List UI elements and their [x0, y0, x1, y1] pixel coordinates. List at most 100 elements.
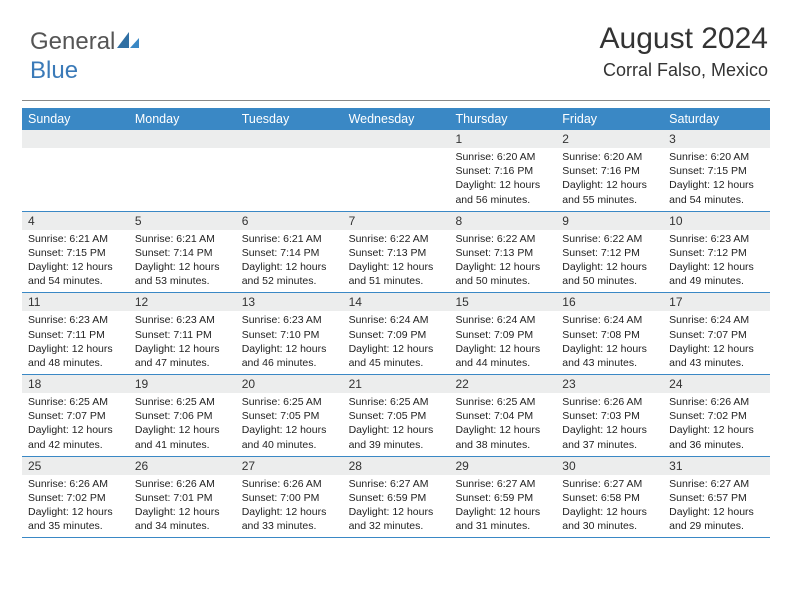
calendar-week: 18192021222324Sunrise: 6:25 AMSunset: 7:… [22, 375, 770, 457]
day-number [343, 130, 450, 148]
header-rule [22, 100, 770, 101]
daynum-row: 123 [22, 130, 770, 148]
sunrise-text: Sunrise: 6:24 AM [455, 313, 550, 327]
calendar-week: 11121314151617Sunrise: 6:23 AMSunset: 7:… [22, 293, 770, 375]
sunrise-text: Sunrise: 6:24 AM [562, 313, 657, 327]
day-cell: Sunrise: 6:27 AMSunset: 6:59 PMDaylight:… [343, 475, 450, 538]
logo-sail-icon [117, 29, 139, 57]
sunset-text: Sunset: 7:01 PM [135, 491, 230, 505]
sunrise-text: Sunrise: 6:25 AM [455, 395, 550, 409]
day-cell: Sunrise: 6:23 AMSunset: 7:10 PMDaylight:… [236, 311, 343, 374]
sunrise-text: Sunrise: 6:23 AM [669, 232, 764, 246]
sunrise-text: Sunrise: 6:25 AM [135, 395, 230, 409]
day-cell: Sunrise: 6:26 AMSunset: 7:02 PMDaylight:… [22, 475, 129, 538]
day-number [22, 130, 129, 148]
daylight-text: Daylight: 12 hours and 36 minutes. [669, 423, 764, 451]
daylight-text: Daylight: 12 hours and 46 minutes. [242, 342, 337, 370]
sunrise-text: Sunrise: 6:27 AM [669, 477, 764, 491]
page-header: August 2024 Corral Falso, Mexico [600, 22, 768, 81]
sunset-text: Sunset: 7:13 PM [349, 246, 444, 260]
sunset-text: Sunset: 7:14 PM [135, 246, 230, 260]
daylight-text: Daylight: 12 hours and 37 minutes. [562, 423, 657, 451]
weekday-header: Thursday [449, 108, 556, 130]
daylight-text: Daylight: 12 hours and 56 minutes. [455, 178, 550, 206]
sunrise-text: Sunrise: 6:22 AM [562, 232, 657, 246]
daylight-text: Daylight: 12 hours and 50 minutes. [455, 260, 550, 288]
daylight-text: Daylight: 12 hours and 39 minutes. [349, 423, 444, 451]
day-cell: Sunrise: 6:22 AMSunset: 7:13 PMDaylight:… [343, 230, 450, 293]
day-cell [129, 148, 236, 211]
sunrise-text: Sunrise: 6:27 AM [455, 477, 550, 491]
day-content-row: Sunrise: 6:25 AMSunset: 7:07 PMDaylight:… [22, 393, 770, 456]
daylight-text: Daylight: 12 hours and 30 minutes. [562, 505, 657, 533]
day-cell: Sunrise: 6:23 AMSunset: 7:11 PMDaylight:… [129, 311, 236, 374]
daynum-row: 11121314151617 [22, 293, 770, 311]
sunset-text: Sunset: 7:13 PM [455, 246, 550, 260]
day-cell: Sunrise: 6:20 AMSunset: 7:16 PMDaylight:… [556, 148, 663, 211]
day-number: 10 [663, 212, 770, 230]
day-cell: Sunrise: 6:21 AMSunset: 7:14 PMDaylight:… [129, 230, 236, 293]
day-content-row: Sunrise: 6:23 AMSunset: 7:11 PMDaylight:… [22, 311, 770, 374]
sunrise-text: Sunrise: 6:20 AM [455, 150, 550, 164]
sunrise-text: Sunrise: 6:20 AM [562, 150, 657, 164]
day-number: 19 [129, 375, 236, 393]
calendar-week: 45678910Sunrise: 6:21 AMSunset: 7:15 PMD… [22, 212, 770, 294]
sunrise-text: Sunrise: 6:20 AM [669, 150, 764, 164]
day-cell [236, 148, 343, 211]
day-number: 12 [129, 293, 236, 311]
sunset-text: Sunset: 6:58 PM [562, 491, 657, 505]
day-content-row: Sunrise: 6:26 AMSunset: 7:02 PMDaylight:… [22, 475, 770, 538]
day-number: 21 [343, 375, 450, 393]
daylight-text: Daylight: 12 hours and 29 minutes. [669, 505, 764, 533]
day-number: 24 [663, 375, 770, 393]
sunset-text: Sunset: 7:12 PM [562, 246, 657, 260]
daylight-text: Daylight: 12 hours and 44 minutes. [455, 342, 550, 370]
sunrise-text: Sunrise: 6:22 AM [455, 232, 550, 246]
day-cell: Sunrise: 6:25 AMSunset: 7:07 PMDaylight:… [22, 393, 129, 456]
day-cell: Sunrise: 6:25 AMSunset: 7:04 PMDaylight:… [449, 393, 556, 456]
day-cell: Sunrise: 6:25 AMSunset: 7:05 PMDaylight:… [343, 393, 450, 456]
daynum-row: 25262728293031 [22, 457, 770, 475]
day-cell: Sunrise: 6:27 AMSunset: 6:59 PMDaylight:… [449, 475, 556, 538]
daylight-text: Daylight: 12 hours and 33 minutes. [242, 505, 337, 533]
calendar-week: 123Sunrise: 6:20 AMSunset: 7:16 PMDaylig… [22, 130, 770, 212]
brand-logo: General Blue [30, 28, 139, 85]
sunrise-text: Sunrise: 6:21 AM [135, 232, 230, 246]
daylight-text: Daylight: 12 hours and 47 minutes. [135, 342, 230, 370]
day-cell: Sunrise: 6:24 AMSunset: 7:09 PMDaylight:… [449, 311, 556, 374]
daynum-row: 18192021222324 [22, 375, 770, 393]
day-number: 30 [556, 457, 663, 475]
day-cell: Sunrise: 6:27 AMSunset: 6:57 PMDaylight:… [663, 475, 770, 538]
day-cell: Sunrise: 6:20 AMSunset: 7:16 PMDaylight:… [449, 148, 556, 211]
sunrise-text: Sunrise: 6:26 AM [669, 395, 764, 409]
day-number: 25 [22, 457, 129, 475]
weekday-header: Monday [129, 108, 236, 130]
sunrise-text: Sunrise: 6:23 AM [242, 313, 337, 327]
sunrise-text: Sunrise: 6:22 AM [349, 232, 444, 246]
day-cell: Sunrise: 6:21 AMSunset: 7:14 PMDaylight:… [236, 230, 343, 293]
sunset-text: Sunset: 7:16 PM [455, 164, 550, 178]
daylight-text: Daylight: 12 hours and 31 minutes. [455, 505, 550, 533]
weekday-header: Friday [556, 108, 663, 130]
day-cell: Sunrise: 6:26 AMSunset: 7:01 PMDaylight:… [129, 475, 236, 538]
weekday-header: Tuesday [236, 108, 343, 130]
daylight-text: Daylight: 12 hours and 54 minutes. [28, 260, 123, 288]
weekday-header-row: Sunday Monday Tuesday Wednesday Thursday… [22, 108, 770, 130]
logo-text-1: General [30, 28, 115, 55]
day-number: 26 [129, 457, 236, 475]
day-number: 9 [556, 212, 663, 230]
day-number: 5 [129, 212, 236, 230]
sunrise-text: Sunrise: 6:24 AM [349, 313, 444, 327]
sunset-text: Sunset: 7:15 PM [669, 164, 764, 178]
sunrise-text: Sunrise: 6:25 AM [349, 395, 444, 409]
sunrise-text: Sunrise: 6:25 AM [28, 395, 123, 409]
logo-text-2: Blue [30, 57, 78, 84]
day-number: 7 [343, 212, 450, 230]
day-cell: Sunrise: 6:24 AMSunset: 7:09 PMDaylight:… [343, 311, 450, 374]
sunrise-text: Sunrise: 6:26 AM [135, 477, 230, 491]
day-cell: Sunrise: 6:25 AMSunset: 7:06 PMDaylight:… [129, 393, 236, 456]
day-number [236, 130, 343, 148]
day-cell: Sunrise: 6:26 AMSunset: 7:00 PMDaylight:… [236, 475, 343, 538]
day-number: 8 [449, 212, 556, 230]
sunrise-text: Sunrise: 6:21 AM [28, 232, 123, 246]
